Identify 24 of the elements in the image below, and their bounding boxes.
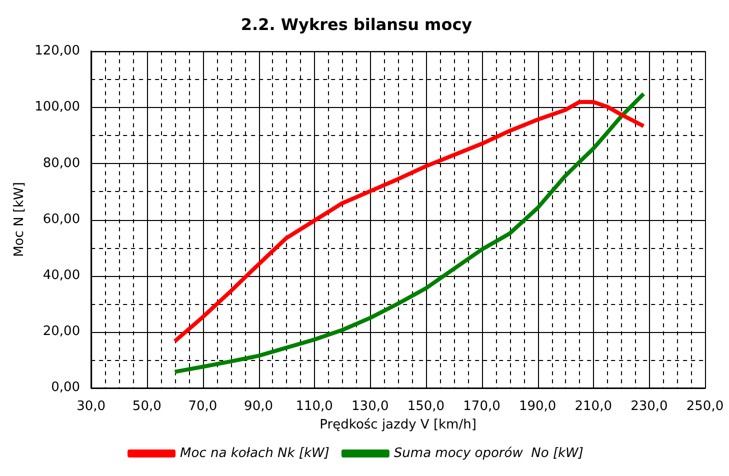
y-tick-label: 80,00 xyxy=(42,156,80,171)
x-tick-label: 190,0 xyxy=(518,398,556,414)
y-tick-label: 20,00 xyxy=(42,324,80,340)
y-axis-title: Moc N [kW] xyxy=(12,182,28,257)
x-tick-label: 170,0 xyxy=(463,398,500,414)
y-tick-label: 120,00 xyxy=(34,44,80,59)
x-tick-label: 230,0 xyxy=(630,398,668,414)
x-tick-label: 130,0 xyxy=(352,398,389,414)
x-tick-label: 70,0 xyxy=(188,398,218,414)
legend-label: Moc na kołach Nk [kW] xyxy=(180,446,330,461)
y-tick-label: 40,00 xyxy=(42,268,80,283)
x-tick-label: 50,0 xyxy=(132,398,162,414)
chart-title: 2.2. Wykres bilansu mocy xyxy=(240,14,473,34)
x-axis-title: Prędkośc jazdy V [km/h] xyxy=(320,418,476,433)
y-tick-label: 100,00 xyxy=(34,100,80,115)
x-tick-label: 30,0 xyxy=(76,398,106,414)
x-tick-label: 150,0 xyxy=(407,398,445,414)
x-tick-label: 90,0 xyxy=(244,398,273,414)
y-tick-label: 0,00 xyxy=(51,380,80,396)
x-tick-label: 210,0 xyxy=(574,398,612,414)
y-tick-label: 60,00 xyxy=(42,212,80,227)
x-tick-label: 110,0 xyxy=(296,398,333,414)
x-tick-label: 250,0 xyxy=(686,398,724,414)
legend-label: Suma mocy oporów No [kW] xyxy=(394,446,584,461)
